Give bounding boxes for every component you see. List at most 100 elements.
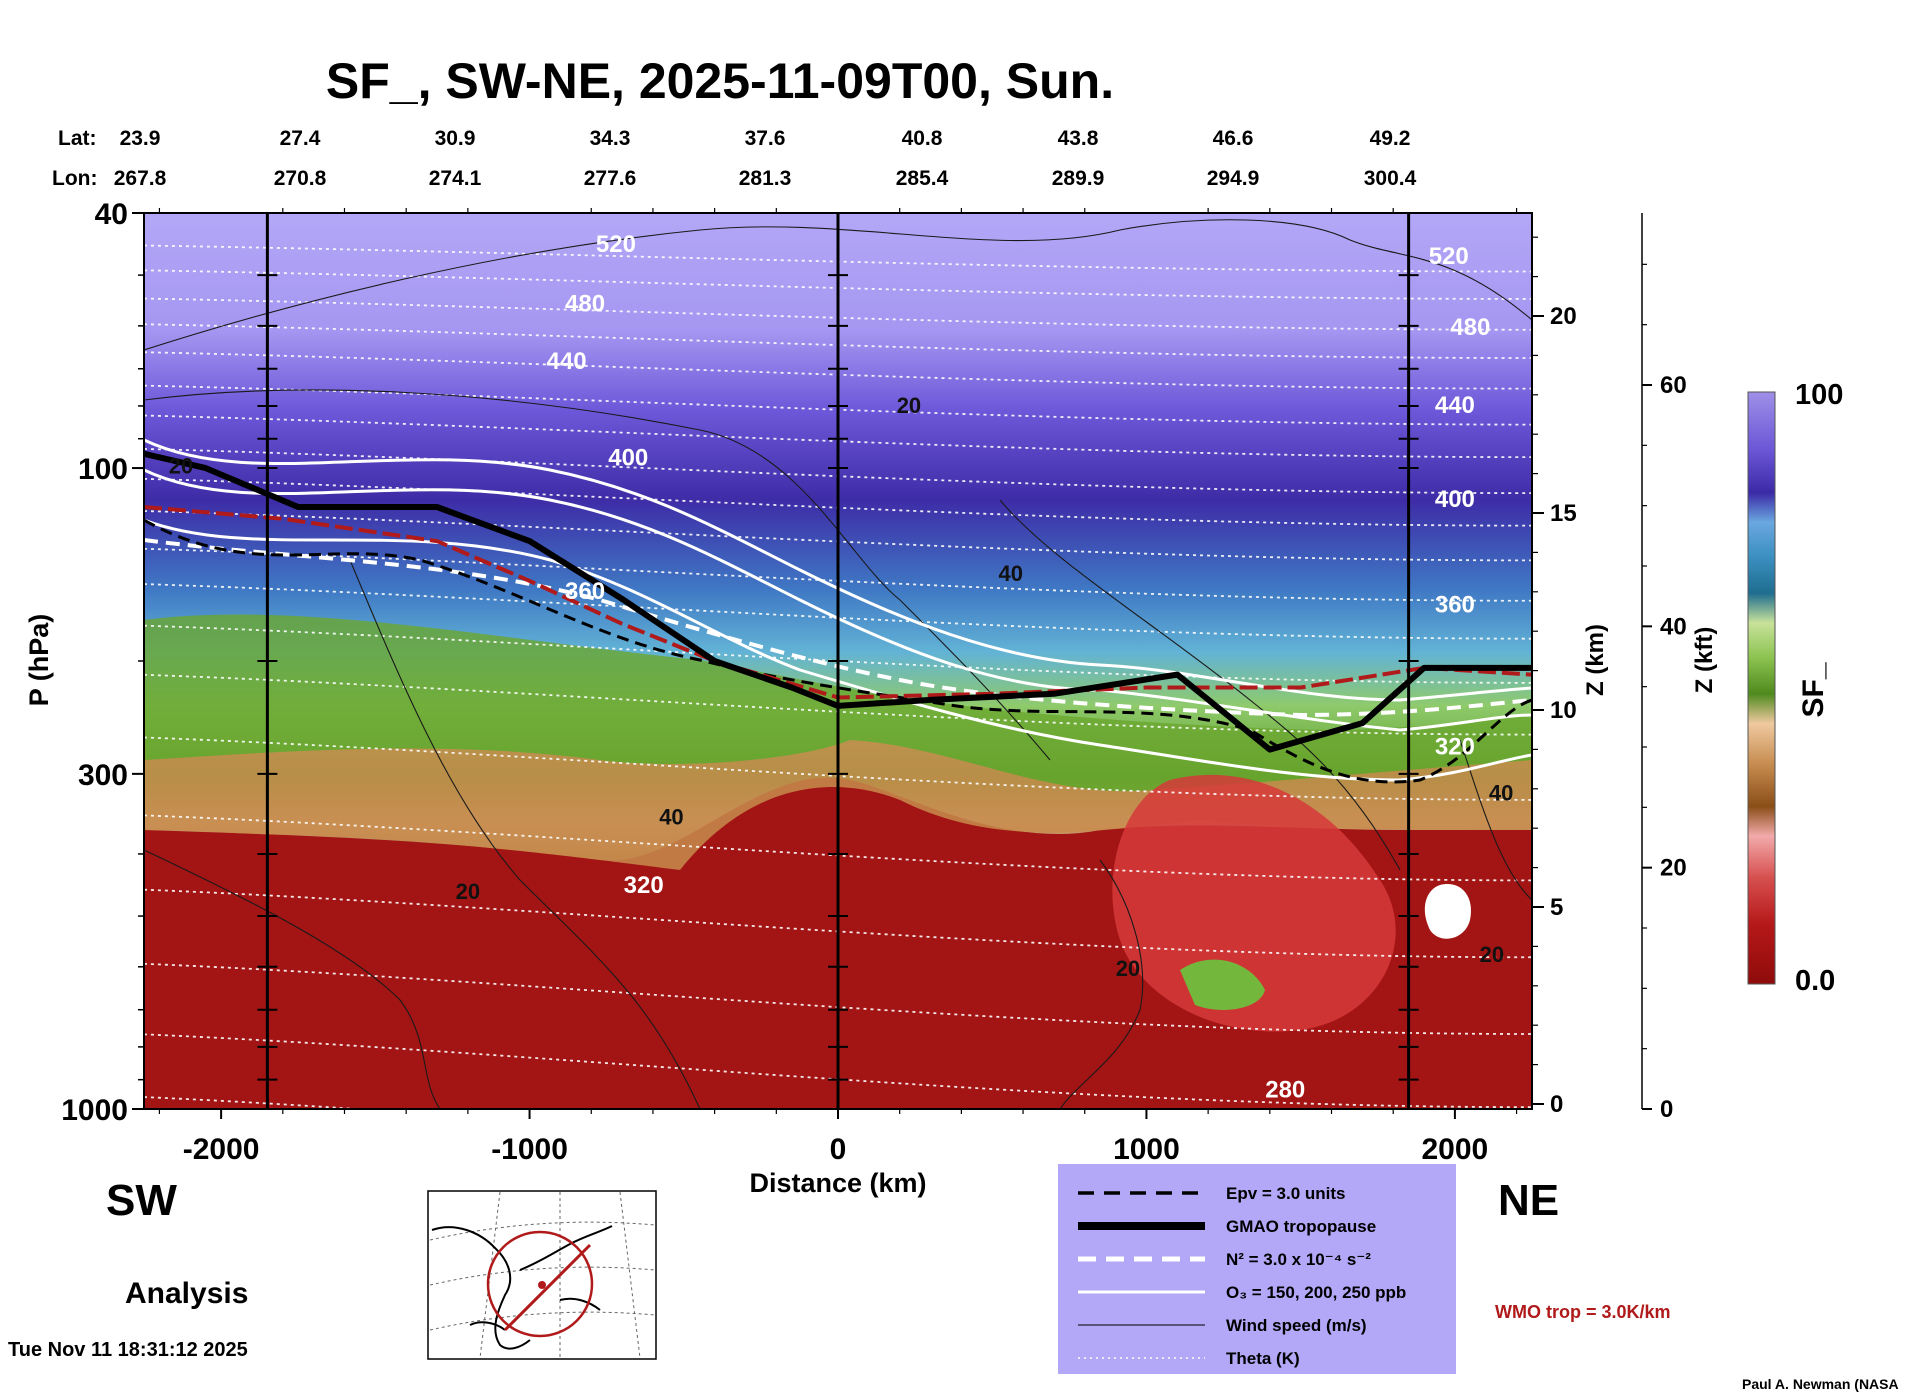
zkft-axis-title: Z (kft) [1691,627,1718,694]
map-center-marker [538,1281,546,1289]
sw-end-label: SW [106,1176,177,1225]
lat-value: 37.6 [745,127,786,150]
theta-contour [144,477,1532,527]
wind-label: 40 [1489,780,1513,805]
epv-contour [144,518,1532,784]
sf-field-mid-band [144,740,1532,870]
zkft-tick-label: 0 [1660,1096,1673,1123]
lon-value: 270.8 [274,167,327,190]
theta-label: 320 [1435,734,1475,761]
lat-value: 46.6 [1213,127,1254,150]
theta-contour [144,673,1532,736]
sf-field-white-patch [1424,884,1471,939]
colorbar: 100 0.0 SF_ [1747,379,1843,997]
lat-value: 40.8 [902,127,943,150]
theta-label: 440 [1435,392,1475,419]
ozone-contour [144,468,1532,732]
wind-contour [1459,739,1532,901]
theta-contour [144,962,1532,1035]
legend: Epv = 3.0 units GMAO tropopause N² = 3.0 x… [1058,1164,1456,1374]
theta-contour [144,888,1532,959]
n2-contour [144,538,1532,718]
wind-label: 20 [1480,942,1504,967]
timestamp: Tue Nov 11 18:31:12 2025 [8,1339,248,1361]
colorbar-title: SF_ [1797,662,1830,717]
lon-value: 294.9 [1207,167,1260,190]
lat-value: 49.2 [1370,127,1411,150]
lon-label: Lon: [52,167,97,190]
lat-value: 27.4 [280,127,321,150]
wind-contour [349,559,701,1109]
zkm-axis-title: Z (km) [1582,624,1609,696]
wind-label: 20 [169,454,193,479]
lon-value: 285.4 [896,167,949,190]
y-tick-label: 40 [95,198,128,231]
ne-end-label: NE [1498,1176,1559,1225]
colorbar-min-label: 0.0 [1795,965,1835,997]
y-tick-label: 1000 [61,1094,128,1127]
legend-label: Wind speed (m/s) [1226,1316,1367,1335]
theta-contour [144,736,1532,801]
theta-label: 320 [624,872,664,899]
map-coastline [431,1225,613,1350]
sf-field-red-blob [1112,774,1396,1032]
x-tick-label: -1000 [491,1133,568,1166]
lat-value: 23.9 [120,127,161,150]
y-tick-label: 100 [78,453,128,486]
colorbar-ramp [1747,391,1776,985]
zkft-tick-label: 60 [1660,372,1687,399]
wind-label: 20 [456,879,480,904]
legend-label: GMAO tropopause [1226,1217,1376,1236]
chart-title: SF_, SW-NE, 2025-11-09T00, Sun. [326,53,1114,109]
map-section-line [503,1243,592,1332]
theta-label: 360 [565,578,605,605]
theta-label: 520 [1429,243,1469,270]
theta-contour [144,814,1532,882]
theta-contour [144,351,1532,390]
theta-label: 280 [1265,1077,1305,1104]
theta-label: 400 [608,444,648,471]
theta-contour [144,547,1532,602]
section-marker-line [257,212,278,1109]
theta-label: 440 [547,348,587,375]
y-axis-title: P (hPa) [24,614,54,707]
wind-contour [1059,859,1144,1109]
inset-map [427,1190,657,1360]
wind-contour [999,499,1401,871]
wmo-trop-label: WMO trop = 3.0K/km [1495,1302,1671,1322]
zkm-tick-label: 15 [1550,500,1577,527]
theta-label: 520 [596,231,636,258]
lon-value: 277.6 [584,167,637,190]
lon-value: 289.9 [1052,167,1105,190]
x-axis-title: Distance (km) [749,1168,926,1198]
theta-label: 400 [1435,486,1475,513]
ozone-contour [144,438,1532,702]
theta-contour [144,510,1532,562]
credit: Paul A. Newman (NASA [1742,1376,1899,1392]
wind-label: 20 [1116,956,1140,981]
theta-label: 480 [1450,314,1490,341]
x-tick-label: -2000 [183,1133,260,1166]
theta-contour [144,624,1532,684]
colorbar-max-label: 100 [1795,379,1843,411]
lat-label: Lat: [58,127,97,150]
lon-value: 274.1 [429,167,482,190]
section-marker-line [828,212,848,1109]
zkm-tick-label: 20 [1550,303,1577,330]
analysis-label: Analysis [125,1277,248,1310]
lon-value: 300.4 [1364,167,1417,190]
zkft-tick-label: 20 [1660,855,1687,882]
theta-label: 480 [565,291,605,318]
legend-label: O₃ = 150, 200, 250 ppb [1226,1283,1406,1302]
theta-contour [144,323,1532,359]
theta-contour [144,448,1532,495]
lon-value: 267.8 [114,167,167,190]
lat-value: 43.8 [1058,127,1099,150]
theta-contour [144,269,1532,300]
theta-contour [144,384,1532,426]
wind-contour [144,389,1051,761]
wind-label: 40 [659,805,683,830]
wind-label: 20 [897,393,921,418]
lat-value: 34.3 [590,127,631,150]
legend-label: N² = 3.0 x 10⁻⁴ s⁻² [1226,1250,1371,1269]
